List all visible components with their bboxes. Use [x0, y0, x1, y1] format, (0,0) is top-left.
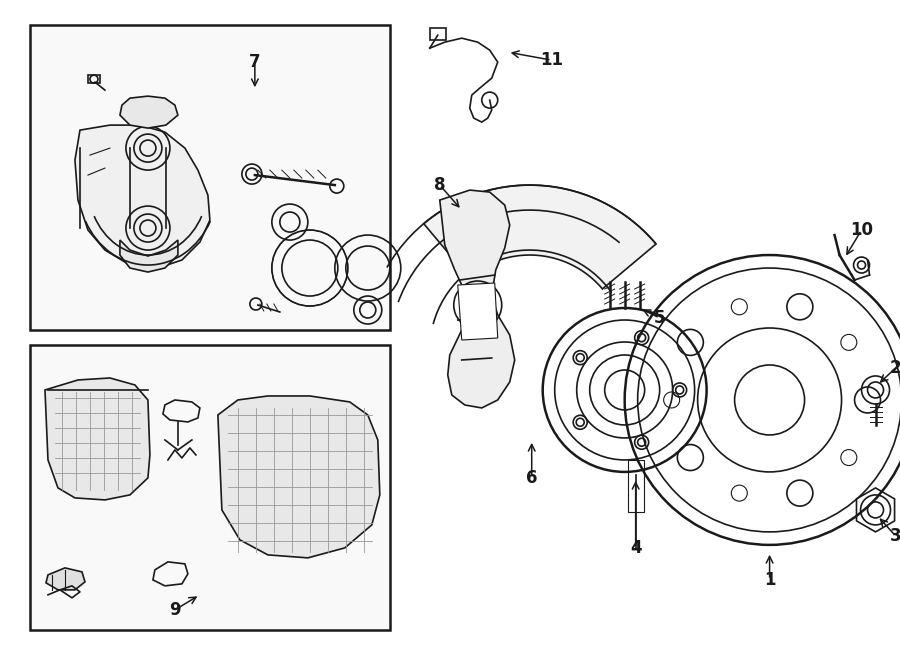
Bar — [430, 28, 446, 40]
Polygon shape — [75, 125, 210, 268]
Polygon shape — [30, 345, 390, 630]
Text: 2: 2 — [890, 359, 900, 377]
Text: 8: 8 — [434, 176, 446, 194]
Text: 10: 10 — [850, 221, 873, 239]
Text: 9: 9 — [169, 601, 181, 619]
Polygon shape — [458, 283, 498, 340]
Text: 4: 4 — [630, 539, 642, 557]
Text: 3: 3 — [890, 527, 900, 545]
Polygon shape — [30, 25, 390, 330]
Polygon shape — [440, 190, 515, 408]
Polygon shape — [120, 96, 178, 128]
Text: 6: 6 — [526, 469, 537, 487]
Text: 7: 7 — [249, 53, 261, 71]
Polygon shape — [424, 185, 656, 289]
Polygon shape — [120, 240, 178, 272]
Polygon shape — [46, 568, 85, 590]
Text: 1: 1 — [764, 571, 775, 589]
Bar — [627, 460, 644, 512]
Bar — [88, 75, 100, 83]
Text: 11: 11 — [540, 51, 563, 69]
Text: 5: 5 — [654, 309, 665, 327]
Polygon shape — [218, 396, 380, 558]
Polygon shape — [45, 378, 150, 500]
